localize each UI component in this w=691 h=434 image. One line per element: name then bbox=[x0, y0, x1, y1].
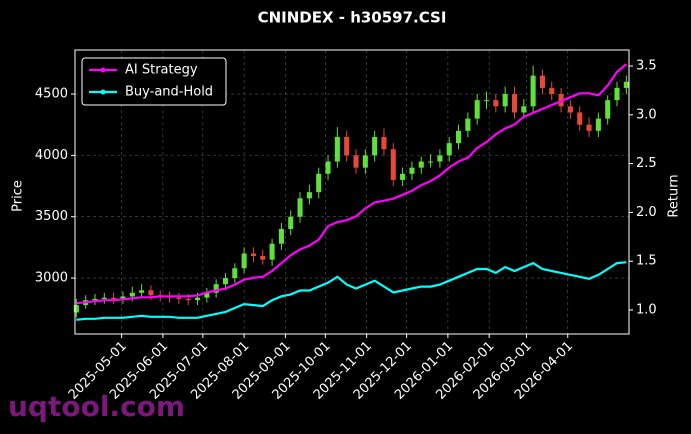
candle-body bbox=[539, 75, 545, 88]
candle-body bbox=[502, 94, 508, 107]
candle-body bbox=[316, 173, 322, 193]
candle-body bbox=[288, 216, 294, 229]
y-tick-label: 4500 bbox=[35, 87, 68, 102]
candle-body bbox=[437, 155, 443, 162]
candle-body bbox=[381, 136, 387, 150]
candle-body bbox=[428, 161, 434, 163]
legend-marker bbox=[100, 89, 106, 95]
y-tick-label: 4000 bbox=[35, 148, 68, 163]
candle-body bbox=[278, 228, 284, 244]
y2-tick-label: 3.5 bbox=[636, 59, 657, 74]
candle-body bbox=[306, 192, 312, 199]
legend-label: AI Strategy bbox=[125, 63, 198, 78]
candle-body bbox=[92, 298, 98, 301]
candle-body bbox=[390, 149, 396, 180]
y2-tick-label: 3.0 bbox=[636, 107, 657, 122]
candle-body bbox=[530, 75, 536, 107]
candle-body bbox=[129, 292, 135, 297]
candle-body bbox=[623, 81, 629, 88]
candle-body bbox=[325, 161, 331, 174]
y2-tick-label: 1.5 bbox=[636, 254, 657, 269]
candle-body bbox=[120, 296, 126, 299]
y-tick-label: 3000 bbox=[35, 271, 68, 286]
candle-body bbox=[614, 87, 620, 101]
y2-tick-label: 2.5 bbox=[636, 156, 657, 171]
y-tick-label: 3500 bbox=[35, 209, 68, 224]
legend-box bbox=[81, 57, 227, 106]
series-line bbox=[76, 63, 628, 305]
y-axis-label: Price bbox=[11, 180, 26, 212]
candle-body bbox=[101, 297, 107, 299]
candle-body bbox=[73, 305, 79, 313]
plot-frame bbox=[74, 49, 630, 335]
candle-body bbox=[353, 155, 359, 168]
candle-body bbox=[222, 278, 229, 285]
legend-label: Buy-and-Hold bbox=[125, 85, 213, 100]
watermark: uqtool.com bbox=[8, 390, 185, 423]
y2-tick-label: 2.0 bbox=[636, 205, 657, 220]
candle-body bbox=[418, 161, 424, 168]
candle-body bbox=[232, 268, 238, 279]
candle-body bbox=[194, 297, 201, 301]
chart-title: CNINDEX - h30597.CSI bbox=[258, 9, 447, 27]
candle-body bbox=[409, 167, 415, 174]
candle-body bbox=[250, 253, 256, 256]
candle-body bbox=[334, 136, 340, 162]
candle-body bbox=[372, 136, 378, 156]
candle-body bbox=[241, 253, 247, 269]
candle-body bbox=[139, 290, 145, 293]
candle-body bbox=[586, 124, 592, 131]
candle-body bbox=[511, 94, 518, 113]
candle-body bbox=[605, 100, 611, 119]
candle-body bbox=[455, 130, 462, 144]
candle-body bbox=[521, 106, 527, 113]
candle-body bbox=[483, 100, 490, 102]
candle-body bbox=[400, 173, 406, 180]
candle-body bbox=[446, 143, 452, 156]
candle-body bbox=[362, 155, 368, 168]
candle-body bbox=[213, 284, 219, 293]
candle-body bbox=[493, 100, 499, 107]
candle-body bbox=[577, 112, 583, 125]
candle-body bbox=[344, 136, 350, 156]
candle-body bbox=[176, 297, 182, 299]
candle-body bbox=[111, 297, 117, 299]
candle-body bbox=[185, 298, 191, 301]
candle-body bbox=[595, 118, 601, 131]
y2-tick-label: 1.0 bbox=[636, 302, 657, 317]
candle-body bbox=[465, 118, 471, 131]
candle-body bbox=[297, 198, 303, 217]
legend-marker bbox=[100, 67, 106, 73]
candle-body bbox=[204, 292, 210, 298]
candle-body bbox=[474, 100, 480, 119]
candle-body bbox=[269, 243, 275, 260]
candle-body bbox=[567, 106, 573, 113]
y2-axis-label: Return bbox=[667, 174, 682, 217]
candle-body bbox=[549, 87, 555, 95]
series-line bbox=[76, 261, 627, 321]
candle-body bbox=[260, 255, 266, 260]
candle-body bbox=[148, 290, 154, 296]
